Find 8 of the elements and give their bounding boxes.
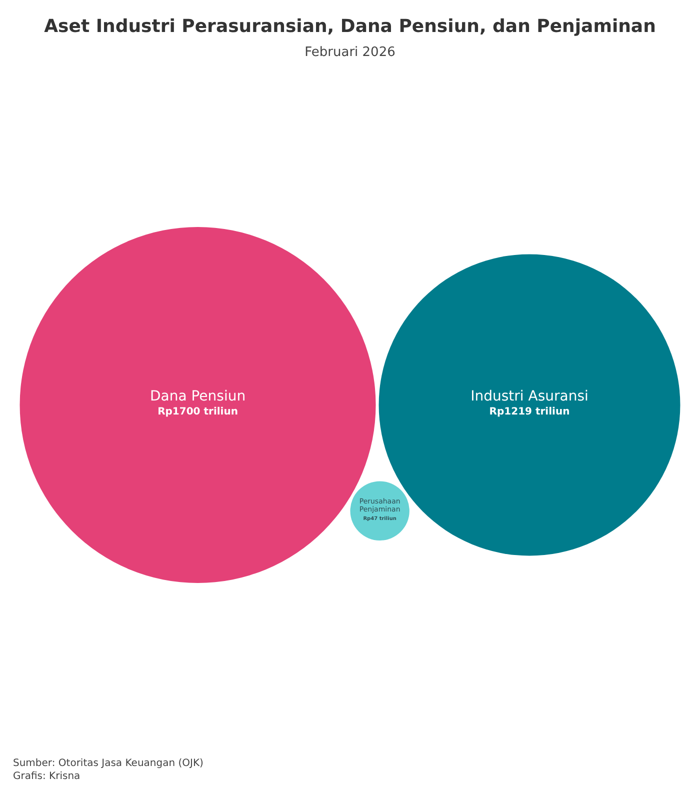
category-label: Industri Asuransi	[470, 388, 588, 405]
category-label: Dana Pensiun	[150, 388, 246, 405]
text: Grafis: Krisna	[13, 770, 82, 783]
data-label: Rp1700 triliun	[158, 406, 238, 418]
text: Aset Industri Perasuransian, Dana Pensiun, dan Penjaminan	[43, 16, 657, 37]
text: Sumber: Otoritas Jasa Keuangan (OJK)	[13, 757, 204, 770]
text: Februari 2026	[304, 45, 396, 60]
data-label: Rp1219 triliun	[489, 406, 570, 418]
